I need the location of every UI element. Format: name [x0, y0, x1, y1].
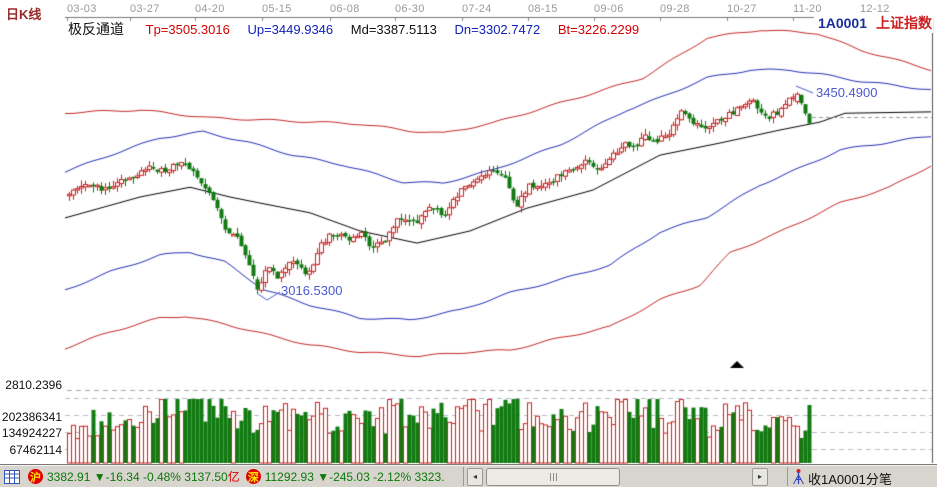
volume-tick-label: 202386341 — [1, 410, 62, 424]
receive-status-text: 收1A0001分笔 — [808, 472, 892, 487]
statusbar-divider — [463, 467, 464, 486]
date-tick: 09-06 — [594, 3, 624, 15]
kline-chart-canvas[interactable] — [0, 0, 937, 464]
volume-tick-label: 134924227 — [1, 426, 62, 440]
symbol-title: 1A0001 上证指数 — [813, 13, 933, 33]
date-tick: 08-15 — [528, 3, 558, 15]
date-tick: 11-20 — [793, 3, 822, 15]
indicator-token-bt: Bt=3226.2299 — [557, 22, 640, 37]
volume-tick-label: 67462114 — [9, 443, 63, 457]
date-tick: 05-15 — [262, 3, 292, 15]
antenna-icon — [792, 468, 805, 487]
symbol-code: 1A0001 — [817, 15, 867, 31]
sz-market-badge[interactable]: 深 — [245, 469, 261, 484]
date-tick: 03-27 — [130, 3, 160, 15]
date-tick: 04-20 — [195, 3, 225, 15]
sh-market-badge[interactable]: 沪 — [28, 469, 43, 484]
indicator-header: 极反通道 Tp=3505.3016 Up=3449.9346 Md=3387.5… — [68, 19, 653, 39]
indicator-name: 极反通道 — [68, 21, 124, 37]
annotation-low-price: 3016.5300 — [281, 283, 343, 298]
scrollbar-thumb[interactable] — [486, 468, 620, 486]
indicator-token-tp: Tp=3505.3016 — [145, 22, 230, 37]
date-tick: 07-24 — [462, 3, 492, 15]
grid-icon[interactable] — [4, 469, 20, 484]
date-tick: 12-12 — [860, 3, 890, 15]
symbol-name: 上证指数 — [876, 15, 932, 31]
scroll-right-button[interactable]: ▸ — [752, 468, 768, 486]
scroll-left-button[interactable]: ◂ — [467, 468, 483, 486]
statusbar-divider — [787, 467, 788, 486]
date-tick: 03-03 — [67, 3, 97, 15]
indicator-token-md: Md=3387.5113 — [350, 22, 437, 37]
indicator-token-up: Up=3449.9346 — [247, 22, 334, 37]
sh-quote-text[interactable]: 3382.91 ▼-16.34 -0.48% 3137.50 — [47, 469, 228, 484]
price-floor-label: 2810.2396 — [5, 378, 62, 392]
status-bar: 沪 3382.91 ▼-16.34 -0.48% 3137.50 亿 深 112… — [0, 464, 937, 487]
date-tick: 06-30 — [395, 3, 425, 15]
chart-type-label: 日K线 — [6, 7, 42, 22]
date-tick: 06-08 — [330, 3, 360, 15]
sh-amount-unit: 亿 — [227, 470, 240, 484]
date-tick: 10-27 — [727, 3, 757, 15]
indicator-token-dn: Dn=3302.7472 — [454, 22, 541, 37]
sz-quote-text[interactable]: 11292.93 ▼-245.03 -2.12% 3323. — [264, 469, 445, 484]
annotation-high-price: 3450.4900 — [816, 85, 878, 100]
market-quote-strip: 沪 3382.91 ▼-16.34 -0.48% 3137.50 亿 深 112… — [0, 465, 466, 487]
date-tick: 09-28 — [660, 3, 690, 15]
